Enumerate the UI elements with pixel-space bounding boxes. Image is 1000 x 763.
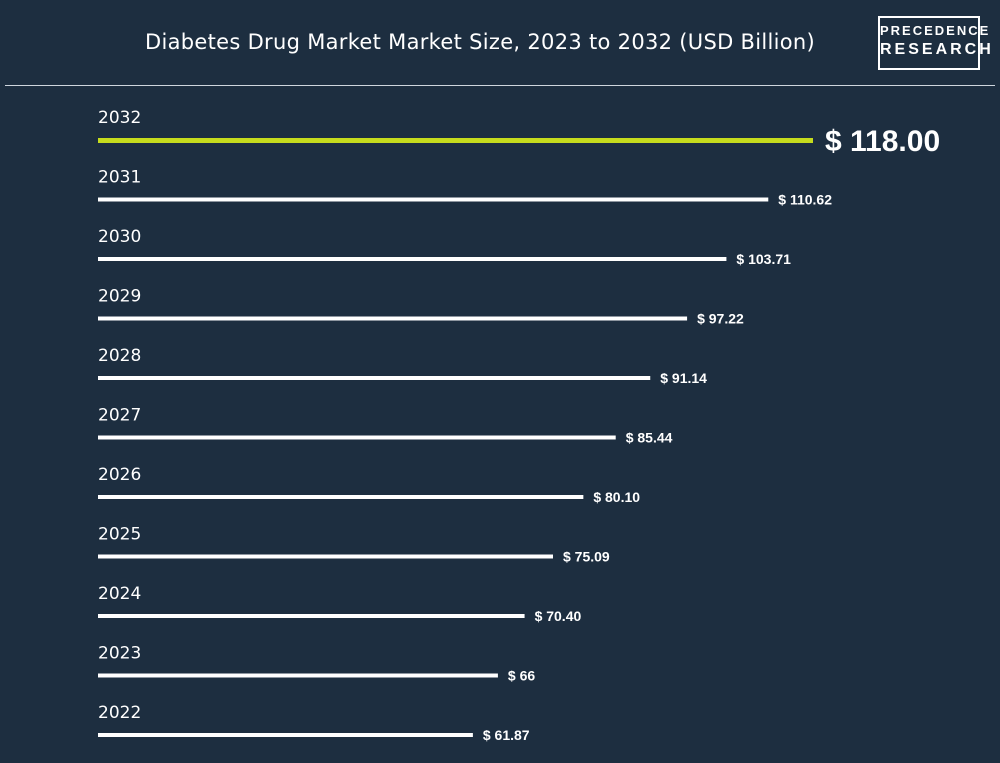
category-label: 2024 (98, 584, 141, 604)
category-label: 2029 (98, 287, 141, 307)
category-label: 2027 (98, 406, 141, 426)
bar (98, 733, 473, 737)
data-label: $ 70.40 (535, 608, 582, 624)
bar (98, 614, 525, 618)
data-label: $ 61.87 (483, 727, 530, 743)
bar (98, 257, 727, 261)
category-label: 2032 (98, 108, 141, 128)
bar (98, 673, 498, 678)
bar (98, 316, 688, 321)
category-label: 2028 (98, 346, 141, 366)
data-label: $ 103.71 (736, 251, 791, 267)
bar (98, 435, 616, 440)
title-divider (5, 85, 995, 86)
data-label: $ 91.14 (660, 370, 707, 386)
category-label: 2026 (98, 465, 141, 485)
category-label: 2031 (98, 168, 141, 188)
category-label: 2023 (98, 644, 141, 664)
data-label: $ 66 (508, 668, 535, 684)
brand-logo: PRECEDENCE RESEARCH (878, 16, 994, 70)
data-label: $ 85.44 (626, 430, 673, 446)
data-label: $ 80.10 (593, 489, 640, 505)
data-label: $ 110.62 (778, 192, 832, 208)
data-label: $ 118.00 (825, 125, 940, 158)
category-label: 2022 (98, 703, 141, 723)
logo-line-2: RESEARCH (880, 41, 994, 58)
category-label: 2030 (98, 227, 141, 247)
bar (98, 495, 584, 499)
logo-line-1: PRECEDENCE (880, 23, 991, 38)
bar (98, 138, 813, 143)
category-label: 2025 (98, 525, 141, 545)
bar (98, 554, 553, 559)
chart-title: Diabetes Drug Market Market Size, 2023 t… (144, 30, 816, 54)
data-label: $ 97.22 (697, 311, 744, 327)
data-label: $ 75.09 (563, 549, 610, 565)
bar (98, 197, 769, 202)
bar (98, 376, 651, 380)
